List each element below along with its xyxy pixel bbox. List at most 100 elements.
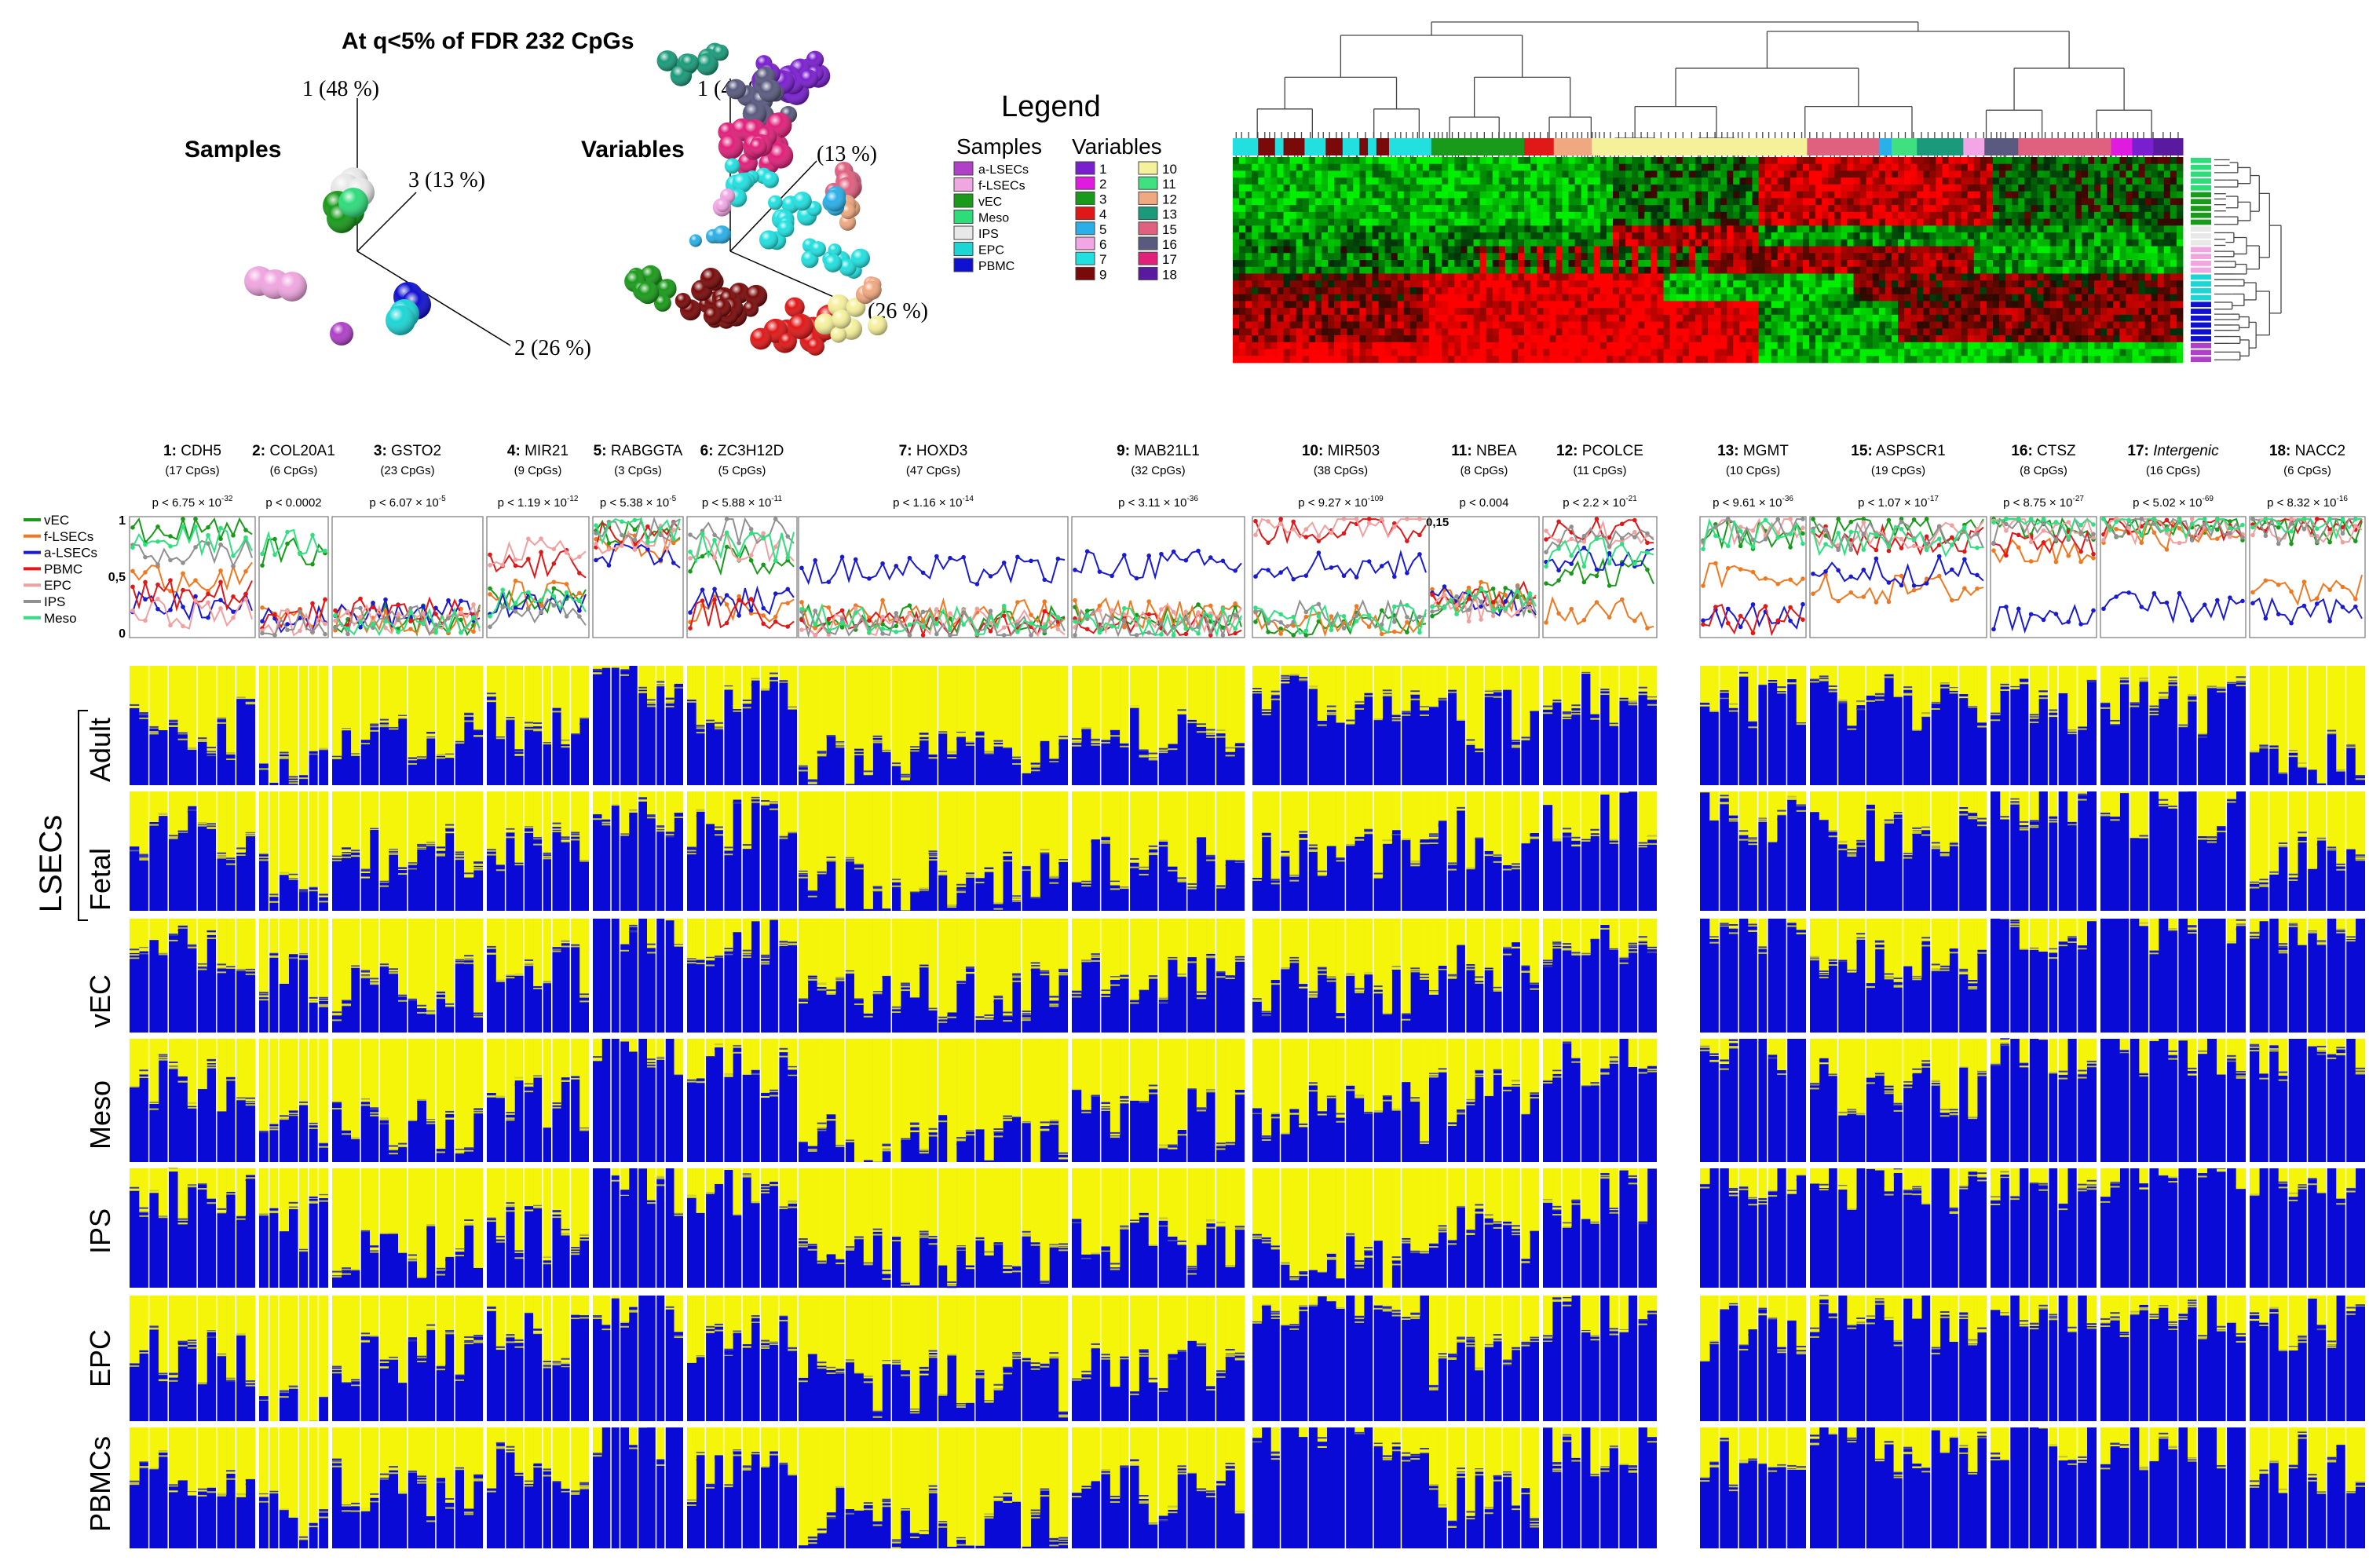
heatmap-cell-15-2 xyxy=(1245,260,1252,268)
heatmap-cell-22-81 xyxy=(1746,308,1753,316)
heatmap-cell-15-100 xyxy=(1866,260,1874,268)
heatmap-cell-18-142 xyxy=(2132,280,2139,288)
heatmap-cell-8-16 xyxy=(1334,211,1341,219)
heatmap-cell-16-55 xyxy=(1581,266,1588,274)
heatmap-cell-9-113 xyxy=(1948,218,1955,226)
heatmap-cell-17-74 xyxy=(1701,273,1709,281)
heatmap-cell-0-18 xyxy=(1347,157,1354,165)
heatmap-cell-1-41 xyxy=(1492,163,1500,171)
heatmap-cell-1-38 xyxy=(1473,163,1480,171)
heatmap-cell-18-13 xyxy=(1314,280,1322,288)
heatmap-cell-19-108 xyxy=(1917,287,1924,295)
heatmap-cell-25-146 xyxy=(2157,328,2165,336)
heatmap-cell-6-133 xyxy=(2075,198,2082,206)
heatmap-cell-23-73 xyxy=(1694,314,1702,322)
heatmap-cell-5-145 xyxy=(2151,191,2159,199)
heatmap-cell-25-114 xyxy=(1954,328,1962,336)
heatmap-cell-15-15 xyxy=(1328,260,1335,268)
heatmap-cell-21-69 xyxy=(1669,301,1677,309)
heatmap-cell-21-108 xyxy=(1917,301,1924,309)
heatmap-cell-17-54 xyxy=(1574,273,1582,281)
heatmap-cell-6-142 xyxy=(2132,198,2139,206)
heatmap-cell-11-28 xyxy=(1409,232,1417,240)
heatmap-cell-15-128 xyxy=(2043,260,2050,268)
heatmap-cell-19-45 xyxy=(1518,287,1525,295)
heatmap-cell-0-34 xyxy=(1448,157,1455,165)
heatmap-cell-1-138 xyxy=(2107,163,2114,171)
heatmap-cell-1-10 xyxy=(1296,163,1303,171)
heatmap-cell-5-7 xyxy=(1277,191,1284,199)
heatmap-cell-2-76 xyxy=(1714,170,1721,178)
heatmap-cell-2-147 xyxy=(2163,170,2171,178)
pca-samples: Samples 1 (48 %) 2 (26 %) 3 (13 %) xyxy=(185,77,591,360)
heatmap-cell-22-103 xyxy=(1885,308,1892,316)
heatmap-cell-26-44 xyxy=(1511,335,1519,343)
heatmap-cell-2-50 xyxy=(1549,170,1556,178)
heatmap-cell-14-12 xyxy=(1308,253,1316,261)
heatmap-cell-9-9 xyxy=(1289,218,1297,226)
heatmap-cell-26-60 xyxy=(1613,335,1620,343)
heatmap-cell-4-113 xyxy=(1948,184,1955,192)
heatmap-cell-18-37 xyxy=(1467,280,1474,288)
heatmap-cell-4-61 xyxy=(1619,184,1626,192)
heatmap-cell-20-105 xyxy=(1898,294,1905,302)
heatmap-cell-1-7 xyxy=(1277,163,1284,171)
heatmap-cell-19-114 xyxy=(1954,287,1962,295)
heatmap-cell-21-61 xyxy=(1619,301,1626,309)
heatmap-cell-11-99 xyxy=(1859,232,1867,240)
heatmap-cell-7-30 xyxy=(1423,205,1430,213)
heatmap-cell-19-16 xyxy=(1334,287,1341,295)
heatmap-cell-5-41 xyxy=(1492,191,1500,199)
heatmap-cell-3-120 xyxy=(1993,177,2000,185)
heatmap-cell-22-106 xyxy=(1904,308,1911,316)
heatmap-cell-21-97 xyxy=(1847,301,1854,309)
heatmap-cell-10-100 xyxy=(1866,225,1874,233)
heatmap-cell-14-113 xyxy=(1948,253,1955,261)
heatmap-cell-19-76 xyxy=(1714,287,1721,295)
heatmap-cell-9-1 xyxy=(1239,218,1246,226)
heatmap-cell-6-69 xyxy=(1669,198,1677,206)
heatmap-cell-19-28 xyxy=(1409,287,1417,295)
heatmap-cell-7-92 xyxy=(1815,205,1822,213)
heatmap-cell-25-132 xyxy=(2068,328,2076,336)
heatmap-cell-16-32 xyxy=(1435,266,1442,274)
heatmap-cell-14-137 xyxy=(2100,253,2108,261)
heatmap-cell-14-111 xyxy=(1936,253,1943,261)
heatmap-cell-5-45 xyxy=(1518,191,1525,199)
heatmap-cell-23-110 xyxy=(1929,314,1936,322)
heatmap-cell-18-83 xyxy=(1758,280,1765,288)
heatmap-cell-5-138 xyxy=(2107,191,2114,199)
heatmap-cell-2-115 xyxy=(1961,170,1969,178)
heatmap-cell-0-142 xyxy=(2132,157,2139,165)
heatmap-cell-10-130 xyxy=(2056,225,2064,233)
heatmap-cell-26-90 xyxy=(1803,335,1810,343)
heatmap-cell-20-103 xyxy=(1885,294,1892,302)
heatmap-cell-13-17 xyxy=(1340,246,1347,254)
heatmap-cell-6-99 xyxy=(1859,198,1867,206)
heatmap-cell-10-133 xyxy=(2075,225,2082,233)
heatmap-cell-20-34 xyxy=(1448,294,1455,302)
heatmap-cell-11-60 xyxy=(1613,232,1620,240)
heatmap-cell-24-93 xyxy=(1822,321,1829,329)
heatmap-cell-15-94 xyxy=(1828,260,1835,268)
heatmap-cell-23-13 xyxy=(1314,314,1322,322)
heatmap-cell-7-61 xyxy=(1619,205,1626,213)
heatmap-cell-24-61 xyxy=(1619,321,1626,329)
heatmap-cell-24-3 xyxy=(1252,321,1259,329)
heatmap-cell-2-18 xyxy=(1347,170,1354,178)
heatmap-cell-25-43 xyxy=(1504,328,1512,336)
heatmap-cell-14-21 xyxy=(1365,253,1373,261)
heatmap-cell-10-94 xyxy=(1828,225,1835,233)
heatmap-cell-24-27 xyxy=(1403,321,1411,329)
heatmap-cell-19-0 xyxy=(1233,287,1240,295)
heatmap-cell-20-40 xyxy=(1486,294,1493,302)
heatmap-cell-19-103 xyxy=(1885,287,1892,295)
heatmap-cell-19-85 xyxy=(1771,287,1779,295)
heatmap-cell-6-97 xyxy=(1847,198,1854,206)
heatmap-cell-16-34 xyxy=(1448,266,1455,274)
heatmap-cell-5-84 xyxy=(1764,191,1772,199)
heatmap-cell-7-4 xyxy=(1258,205,1265,213)
heatmap-cell-11-1 xyxy=(1239,232,1246,240)
heatmap-cell-25-11 xyxy=(1302,328,1310,336)
heatmap-cell-10-38 xyxy=(1473,225,1480,233)
